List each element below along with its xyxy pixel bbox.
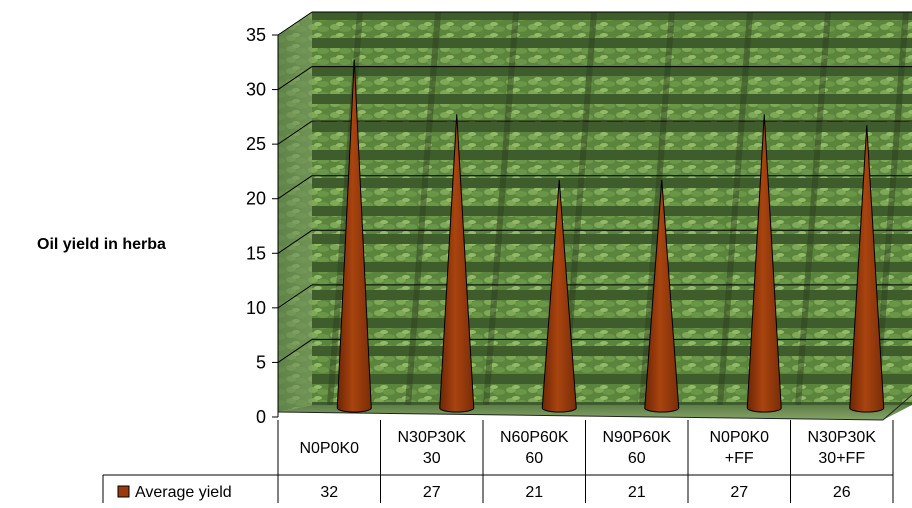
y-tick-label: 0 [256,407,266,427]
y-tick-label: 10 [246,298,266,318]
data-label: 32 [320,484,338,501]
x-tick-label: N30P30K [808,429,877,446]
y-axis: 0 5 10 15 20 25 30 35 [246,25,278,427]
legend-swatch [118,486,129,497]
data-label: 27 [423,484,441,501]
data-label: 21 [628,484,646,501]
y-tick-label: 15 [246,243,266,263]
legend-label: Average yield [135,484,232,501]
data-table: N0P0K0 N30P30K 30 N60P60K 60 N90P60K 60 N0P0K0 +… [103,420,893,503]
y-tick-label: 30 [246,80,266,100]
data-label: 26 [833,484,851,501]
y-tick-label: 20 [246,189,266,209]
y-axis-label: Oil yield in herba [37,236,166,253]
y-tick-label: 35 [246,25,266,45]
chart-background [278,12,912,420]
y-tick-label: 25 [246,134,266,154]
x-tick-label: N0P0K0 [299,440,359,457]
x-tick-label: N30P30K [398,429,467,446]
x-tick-label: 30 [423,450,441,467]
x-tick-label: N0P0K0 [709,429,769,446]
data-label: 21 [525,484,543,501]
x-tick-label: N90P60K [603,429,672,446]
x-tick-label: 60 [628,450,646,467]
x-tick-label: +FF [725,450,754,467]
x-tick-label: 60 [525,450,543,467]
x-tick-label: 30+FF [818,450,865,467]
data-label: 27 [730,484,748,501]
y-tick-label: 5 [256,352,266,372]
x-tick-label: N60P60K [500,429,569,446]
